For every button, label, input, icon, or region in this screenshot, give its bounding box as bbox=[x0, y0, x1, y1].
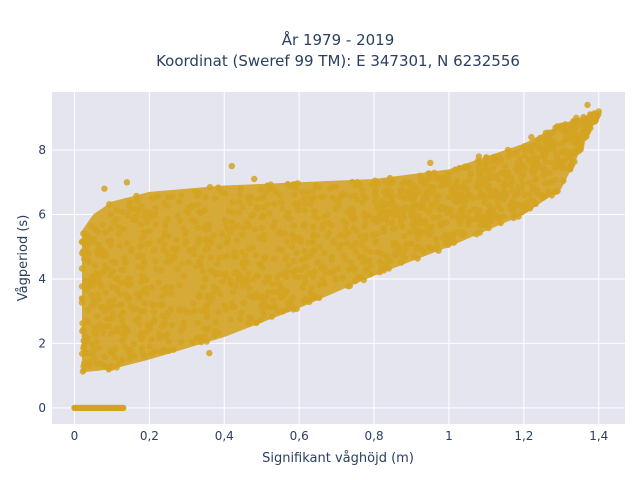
data-point bbox=[131, 353, 138, 360]
y-tick-label: 4 bbox=[38, 272, 46, 286]
x-tick-label: 1,2 bbox=[514, 429, 533, 443]
data-point bbox=[123, 179, 131, 186]
y-axis-title: Vågperiod (s) bbox=[16, 215, 31, 302]
x-tick-label: 0,6 bbox=[290, 429, 309, 443]
chart-title-line-2: Koordinat (Sweref 99 TM): E 347301, N 62… bbox=[156, 52, 520, 70]
ticks-layer: 0 0,2 0,4 0,6 0,8 1 1,2 1,4 0 2 4 6 8 bbox=[38, 143, 608, 443]
point-cloud-fill bbox=[82, 111, 599, 373]
x-axis-title: Signifikant våghöjd (m) bbox=[262, 451, 414, 466]
data-point bbox=[206, 349, 213, 357]
data-point bbox=[251, 175, 258, 183]
data-point bbox=[228, 162, 235, 170]
data-point bbox=[528, 133, 535, 141]
x-tick-label: 0,2 bbox=[140, 429, 159, 443]
x-tick-label: 0,8 bbox=[365, 429, 384, 443]
data-point bbox=[561, 127, 569, 134]
data-point bbox=[101, 185, 108, 192]
data-point bbox=[427, 159, 434, 167]
points-layer bbox=[71, 101, 602, 412]
data-point bbox=[120, 404, 127, 412]
data-point bbox=[573, 114, 580, 122]
y-tick-label: 0 bbox=[38, 401, 46, 415]
data-point bbox=[584, 101, 591, 109]
y-tick-label: 6 bbox=[38, 207, 46, 221]
x-tick-label: 1,4 bbox=[589, 429, 608, 443]
x-tick-label: 1 bbox=[445, 429, 453, 443]
y-tick-label: 8 bbox=[38, 143, 46, 157]
chart-title-line-1: År 1979 - 2019 bbox=[282, 30, 395, 49]
data-point bbox=[475, 153, 483, 160]
x-tick-label: 0 bbox=[71, 429, 79, 443]
y-tick-label: 2 bbox=[38, 336, 46, 350]
x-tick-label: 0,4 bbox=[215, 429, 234, 443]
